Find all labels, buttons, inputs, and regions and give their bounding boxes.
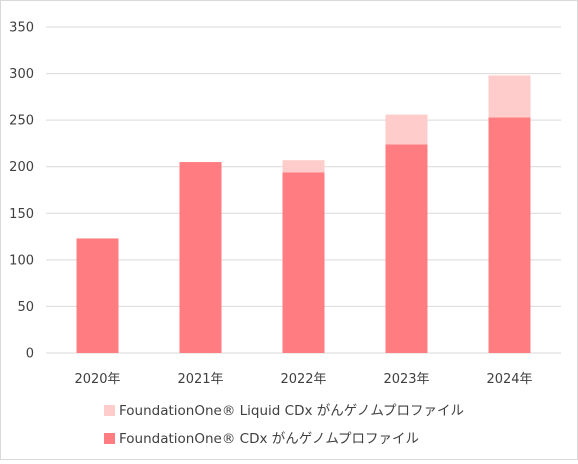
legend: FoundationOne® Liquid CDx がんゲノムプロファイル Fo… [104, 403, 464, 447]
x-tick-label: 2024年 [486, 372, 532, 387]
x-tick-label: 2023年 [383, 372, 429, 387]
y-tick-label: 350 [9, 21, 34, 36]
y-tick-label: 0 [26, 347, 34, 362]
x-tick-label: 2020年 [74, 372, 120, 387]
bar-cdx [385, 144, 428, 353]
bar-cdx [76, 238, 119, 353]
bar-cdx [282, 172, 325, 353]
bars [76, 75, 531, 353]
bar-liquid-cdx [385, 114, 428, 145]
bar-liquid-cdx [488, 75, 531, 118]
x-axis: 2020年 2021年 2022年 2023年 2024年 [74, 372, 532, 387]
bar-liquid-cdx [282, 160, 325, 173]
y-tick-label: 100 [9, 253, 34, 268]
x-tick-label: 2022年 [280, 372, 326, 387]
y-tick-label: 300 [9, 67, 34, 82]
y-tick-label: 200 [9, 160, 34, 175]
y-axis: 0 50 100 150 200 250 300 350 [9, 21, 34, 362]
legend-label-cdx: FoundationOne® CDx がんゲノムプロファイル [119, 431, 419, 447]
legend-label-liquid-cdx: FoundationOne® Liquid CDx がんゲノムプロファイル [119, 403, 464, 419]
bar-cdx [488, 117, 531, 353]
y-tick-label: 50 [17, 300, 34, 315]
x-tick-label: 2021年 [177, 372, 223, 387]
legend-swatch-liquid-cdx [104, 405, 115, 416]
legend-swatch-cdx [104, 433, 115, 444]
y-tick-label: 250 [9, 114, 34, 129]
bar-cdx [179, 162, 222, 353]
y-tick-label: 150 [9, 207, 34, 222]
